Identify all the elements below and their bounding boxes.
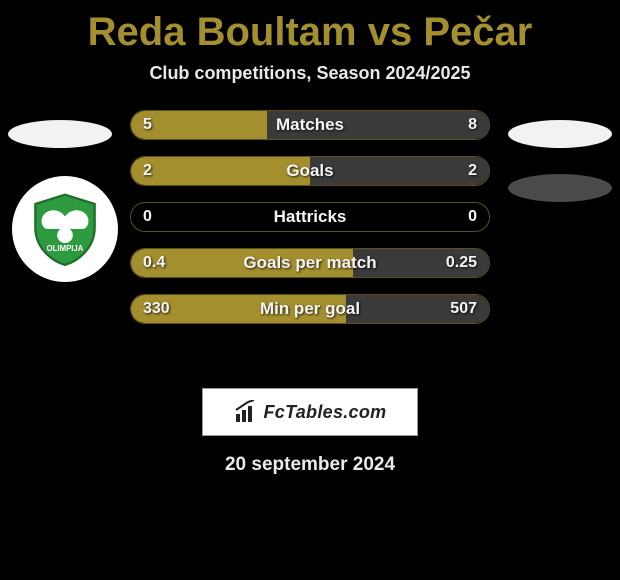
bar-value-right: 507 bbox=[450, 295, 477, 323]
bar-value-left: 0 bbox=[143, 203, 152, 231]
stat-bar: Goals22 bbox=[130, 156, 490, 186]
brand-text: FcTables.com bbox=[264, 402, 387, 423]
club-crest-icon: OLIMPIJA bbox=[26, 190, 104, 268]
bar-value-left: 5 bbox=[143, 111, 152, 139]
date-text: 20 september 2024 bbox=[0, 454, 620, 476]
subtitle: Club competitions, Season 2024/2025 bbox=[0, 63, 620, 84]
stat-bar: Goals per match0.40.25 bbox=[130, 248, 490, 278]
page-title: Reda Boultam vs Pečar bbox=[0, 0, 620, 55]
right-player-ellipse bbox=[508, 174, 612, 202]
svg-text:OLIMPIJA: OLIMPIJA bbox=[47, 244, 84, 253]
bar-fill-left bbox=[131, 157, 310, 185]
brand-box[interactable]: FcTables.com bbox=[202, 388, 418, 436]
bar-fill-right bbox=[267, 111, 489, 139]
left-team-ellipse bbox=[8, 120, 112, 148]
bar-value-left: 0.4 bbox=[143, 249, 165, 277]
stat-bar: Min per goal330507 bbox=[130, 294, 490, 324]
bar-value-right: 8 bbox=[468, 111, 477, 139]
stat-bars: Matches58Goals22Hattricks00Goals per mat… bbox=[130, 110, 490, 340]
bar-label: Hattricks bbox=[131, 203, 489, 231]
stat-bar: Matches58 bbox=[130, 110, 490, 140]
bar-value-right: 0.25 bbox=[446, 249, 477, 277]
bar-value-right: 2 bbox=[468, 157, 477, 185]
comparison-arena: OLIMPIJA Matches58Goals22Hattricks00Goal… bbox=[0, 110, 620, 370]
stat-bar: Hattricks0 0 bbox=[130, 202, 490, 232]
bar-chart-icon bbox=[234, 400, 258, 424]
bar-fill-right bbox=[310, 157, 489, 185]
bar-value-left: 330 bbox=[143, 295, 170, 323]
right-team-ellipse bbox=[508, 120, 612, 148]
left-player-badge: OLIMPIJA bbox=[12, 176, 118, 282]
bar-value-left: 2 bbox=[143, 157, 152, 185]
bar-value-right: 0 bbox=[468, 203, 477, 231]
